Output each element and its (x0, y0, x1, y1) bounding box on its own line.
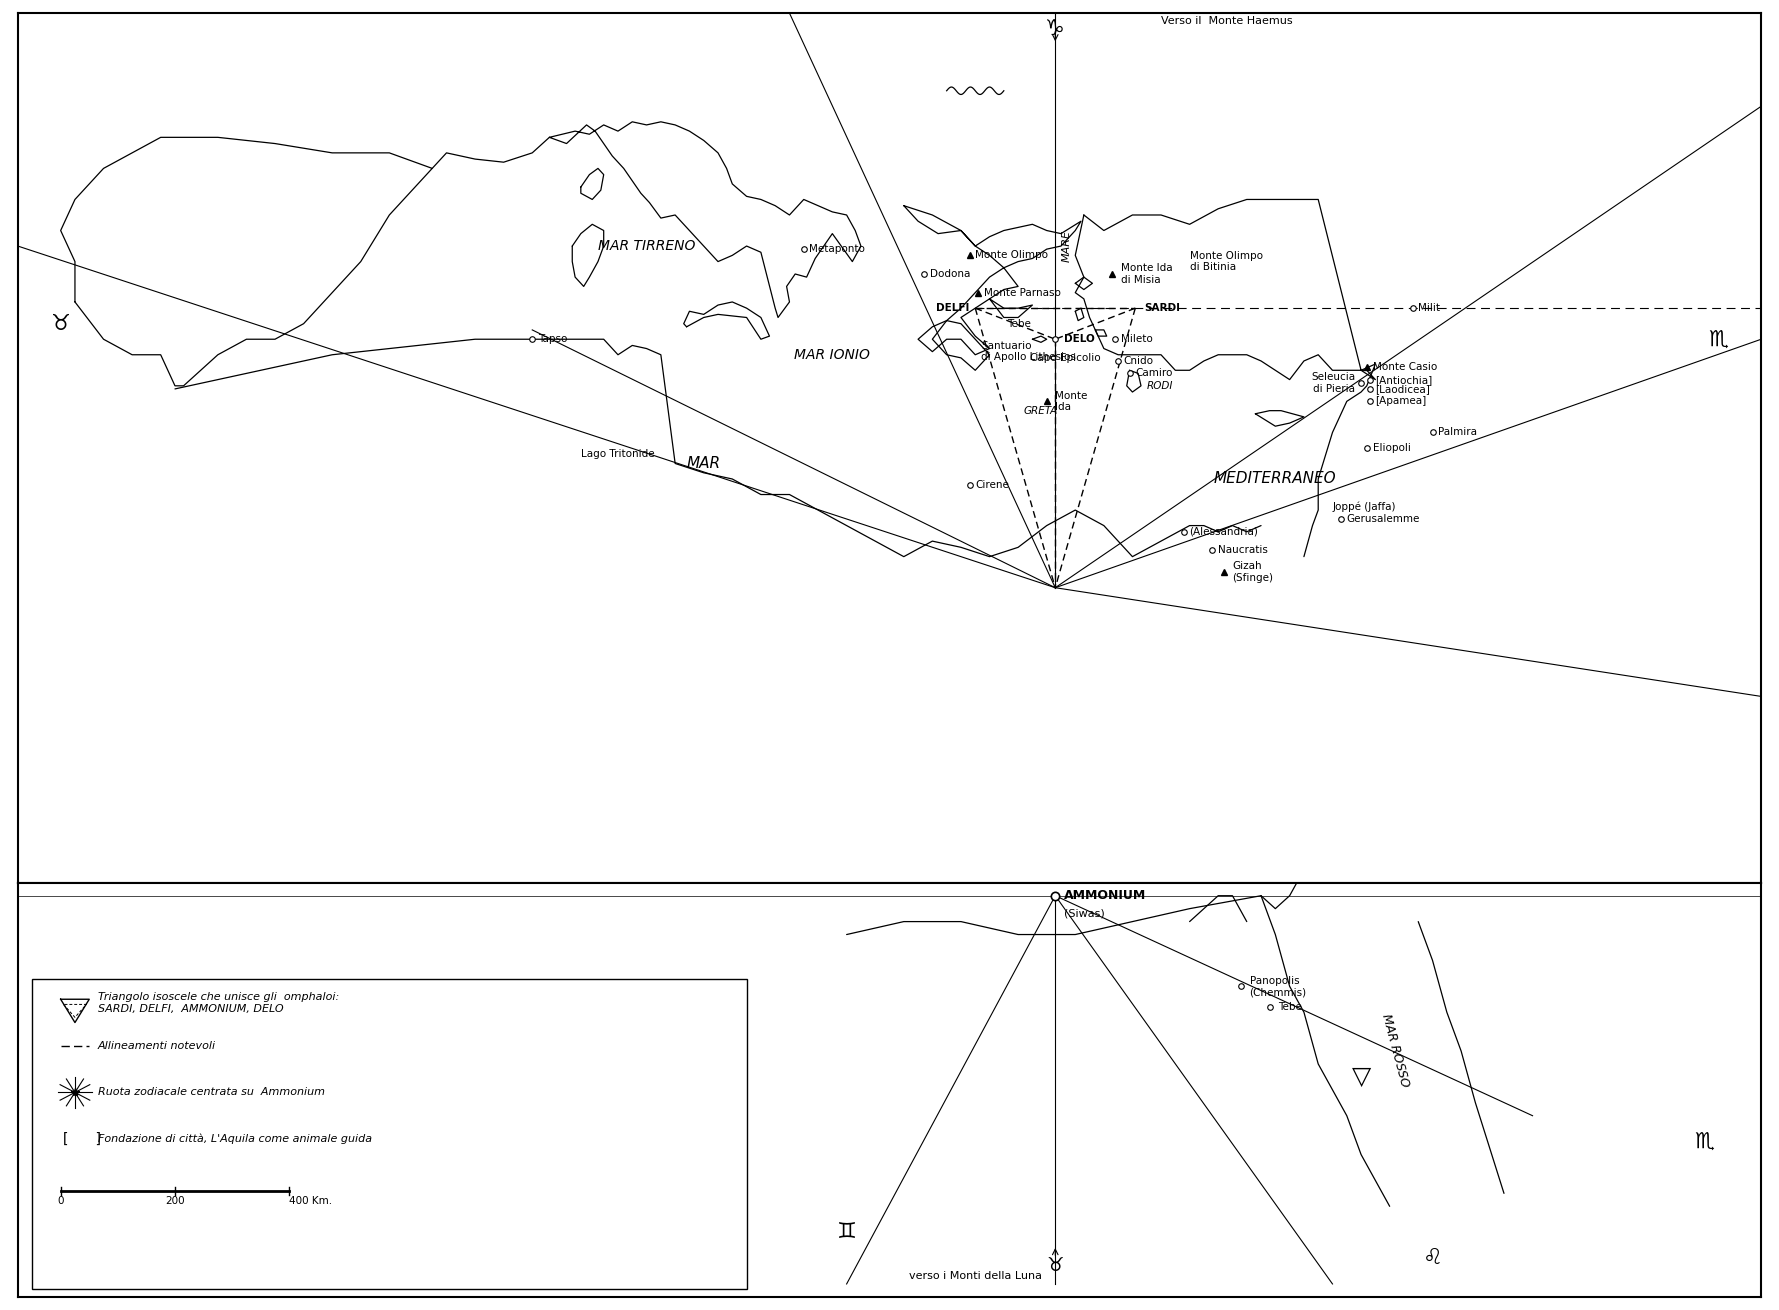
Text: Triangolo isoscele che unisce gli  omphaloi:
SARDI, DELFI,  AMMONIUM, DELO: Triangolo isoscele che unisce gli omphal… (98, 993, 340, 1014)
Bar (32, 979, 747, 1289)
Text: [   ]: [ ] (60, 1132, 103, 1146)
Text: Panopolis
(Chemmis): Panopolis (Chemmis) (1249, 976, 1308, 997)
Text: Joppé (Jaffa): Joppé (Jaffa) (1332, 502, 1397, 512)
Text: MAR IONIO: MAR IONIO (795, 347, 870, 362)
Text: Lago Tritonide: Lago Tritonide (580, 449, 655, 458)
Text: Tebe: Tebe (1277, 1002, 1302, 1013)
Text: GRETA: GRETA (1025, 406, 1059, 415)
Text: Ruota zodiacale centrata su  Ammonium: Ruota zodiacale centrata su Ammonium (98, 1087, 326, 1098)
Text: Santuario
di Apollo Lithesios: Santuario di Apollo Lithesios (980, 341, 1076, 363)
Text: Dodona: Dodona (929, 269, 970, 279)
Text: Monte Olimpo: Monte Olimpo (975, 250, 1048, 261)
Text: 400 Km.: 400 Km. (290, 1196, 333, 1205)
Text: 200: 200 (165, 1196, 185, 1205)
Text: ♌: ♌ (1423, 1248, 1443, 1268)
Text: Capo Epicolio: Capo Epicolio (1030, 352, 1099, 363)
Text: [Antiochia]: [Antiochia] (1375, 375, 1432, 385)
Text: ♉: ♉ (50, 1001, 71, 1024)
Text: RODI: RODI (1147, 381, 1172, 390)
Text: Verso il  Monte Haemus: Verso il Monte Haemus (1162, 16, 1293, 25)
Text: (Siwas): (Siwas) (1064, 909, 1105, 918)
Text: ♏: ♏ (1708, 329, 1729, 350)
Text: Monte Ida
di Misia: Monte Ida di Misia (1121, 263, 1172, 284)
Text: (Alessandria): (Alessandria) (1190, 527, 1258, 537)
Text: Cirene: Cirene (975, 481, 1009, 490)
Text: Naucratis: Naucratis (1219, 545, 1268, 555)
Text: Camiro: Camiro (1135, 368, 1172, 379)
Text: DELO: DELO (1064, 334, 1094, 345)
Text: ♏: ♏ (1694, 1132, 1713, 1151)
Text: Monte
Ida: Monte Ida (1055, 390, 1087, 413)
Text: Tapso: Tapso (537, 334, 568, 345)
Text: ▽: ▽ (1352, 1065, 1370, 1089)
Text: SARDI: SARDI (1144, 303, 1179, 313)
Text: MARE: MARE (1062, 231, 1071, 262)
Text: [Laodicea]: [Laodicea] (1375, 384, 1430, 394)
Text: MAR: MAR (687, 456, 720, 472)
Text: verso i Monti della Luna: verso i Monti della Luna (909, 1271, 1042, 1281)
Text: Seleucia
di Pieria: Seleucia di Pieria (1311, 372, 1356, 393)
Text: 0: 0 (57, 1196, 64, 1205)
Text: ♊: ♊ (836, 1222, 857, 1242)
Text: Milit: Milit (1418, 303, 1441, 313)
Text: Eliopoli: Eliopoli (1373, 443, 1411, 453)
Text: [Apamea]: [Apamea] (1375, 397, 1427, 406)
Text: ♑: ♑ (1046, 18, 1066, 38)
Text: Allineamenti notevoli: Allineamenti notevoli (98, 1041, 215, 1051)
Text: ♉: ♉ (1046, 1256, 1064, 1276)
Text: Tebe: Tebe (1007, 318, 1030, 329)
Text: Monte Casio: Monte Casio (1373, 362, 1437, 372)
Text: Gizah
(Sfinge): Gizah (Sfinge) (1233, 562, 1274, 583)
Text: MEDITERRANEO: MEDITERRANEO (1213, 472, 1336, 486)
Text: AMMONIUM: AMMONIUM (1064, 889, 1146, 903)
Text: Fondazione di città, L'Aquila come animale guida: Fondazione di città, L'Aquila come anima… (98, 1133, 372, 1144)
Text: Monte Parnaso: Monte Parnaso (984, 288, 1060, 297)
Text: Monte Olimpo
di Bitinia: Monte Olimpo di Bitinia (1190, 250, 1263, 272)
Text: Gerusalemme: Gerusalemme (1347, 515, 1420, 524)
Text: Cnido: Cnido (1124, 356, 1155, 365)
Text: Palmira: Palmira (1437, 427, 1477, 438)
Text: Mileto: Mileto (1121, 334, 1153, 345)
Text: DELFI: DELFI (936, 303, 970, 313)
Text: MAR ROSSO: MAR ROSSO (1379, 1013, 1411, 1089)
Text: ♉: ♉ (50, 313, 71, 334)
Text: ♉: ♉ (50, 1002, 71, 1022)
Text: MAR TIRRENO: MAR TIRRENO (598, 238, 696, 253)
Text: Metaponto: Metaponto (809, 244, 865, 254)
